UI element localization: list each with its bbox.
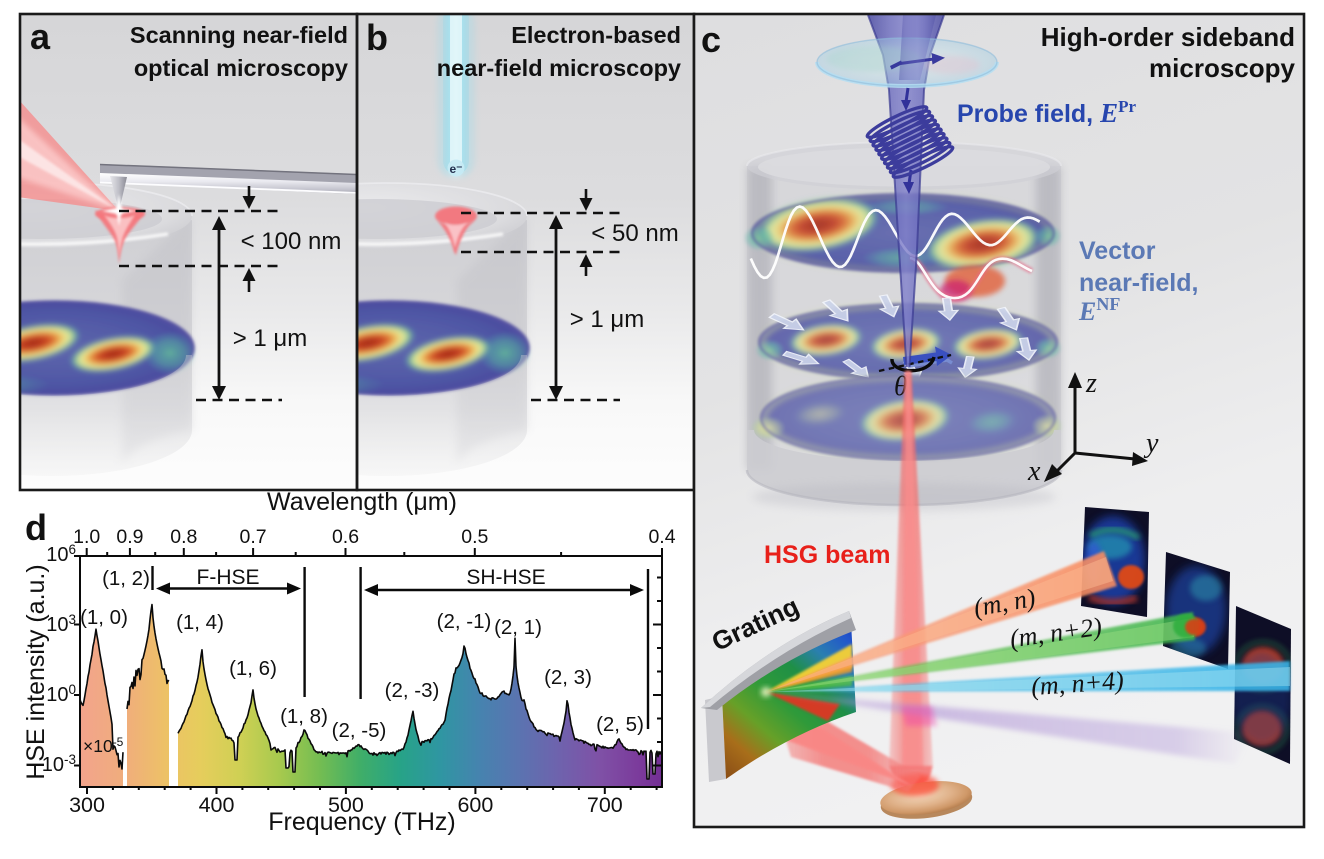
- svg-text:(2, -5): (2, -5): [332, 719, 387, 742]
- svg-text:Frequency (THz): Frequency (THz): [268, 808, 456, 836]
- svg-text:a: a: [30, 16, 51, 57]
- svg-text:High-order sideband: High-order sideband: [1041, 22, 1295, 52]
- svg-text:100: 100: [46, 682, 76, 706]
- svg-text:0.4: 0.4: [648, 526, 675, 548]
- svg-text:(2, 3): (2, 3): [544, 666, 592, 689]
- svg-text:(2, 1): (2, 1): [494, 616, 542, 639]
- svg-text:HSG beam: HSG beam: [764, 541, 890, 569]
- svg-text:(1, 6): (1, 6): [229, 657, 277, 680]
- svg-text:Vector: Vector: [1079, 237, 1156, 265]
- svg-text:SH-HSE: SH-HSE: [466, 566, 545, 589]
- svg-text:0.6: 0.6: [332, 526, 359, 548]
- svg-text:F-HSE: F-HSE: [197, 566, 260, 589]
- svg-text:(1, 4): (1, 4): [176, 611, 224, 634]
- svg-text:near-field microscopy: near-field microscopy: [437, 55, 681, 81]
- svg-text:z: z: [1085, 368, 1097, 399]
- svg-text:0.7: 0.7: [240, 526, 267, 548]
- svg-text:> 1 μm: > 1 μm: [570, 306, 645, 333]
- svg-text:y: y: [1143, 428, 1159, 459]
- svg-text:500: 500: [328, 793, 364, 817]
- svg-text:0.9: 0.9: [116, 526, 143, 548]
- svg-text:0.8: 0.8: [170, 526, 197, 548]
- svg-text:near-field,: near-field,: [1079, 269, 1198, 297]
- svg-text:x: x: [1027, 456, 1041, 487]
- svg-text:(2, -3): (2, -3): [385, 679, 440, 702]
- svg-text:b: b: [366, 17, 388, 58]
- svg-text:(1, 0): (1, 0): [80, 606, 128, 629]
- svg-text:600: 600: [457, 793, 493, 817]
- svg-text:Probe field, EPr: Probe field, EPr: [957, 97, 1136, 128]
- svg-text:c: c: [701, 19, 721, 60]
- svg-text:Wavelength (μm): Wavelength (μm): [267, 488, 457, 516]
- svg-text:Electron-based: Electron-based: [511, 22, 681, 48]
- svg-text:400: 400: [199, 793, 235, 817]
- svg-text:d: d: [25, 507, 47, 548]
- svg-text:1.0: 1.0: [73, 526, 100, 548]
- svg-text:(1, 8): (1, 8): [280, 705, 328, 728]
- svg-text:0.5: 0.5: [461, 526, 488, 548]
- svg-text:Scanning near-field: Scanning near-field: [130, 22, 348, 48]
- svg-text:700: 700: [587, 793, 623, 817]
- svg-text:microscopy: microscopy: [1149, 53, 1295, 83]
- svg-text:(2, 5): (2, 5): [596, 713, 644, 736]
- svg-text:optical microscopy: optical microscopy: [134, 55, 348, 81]
- svg-text:(2, -1): (2, -1): [437, 610, 492, 633]
- svg-text:300: 300: [69, 793, 105, 817]
- svg-text:HSE intensity (a.u.): HSE intensity (a.u.): [22, 564, 50, 779]
- svg-text:(1, 2): (1, 2): [102, 567, 150, 590]
- svg-text:103: 103: [46, 612, 76, 636]
- svg-text:e⁻: e⁻: [449, 162, 462, 176]
- svg-text:(m, n+4): (m, n+4): [1030, 666, 1124, 701]
- svg-text:< 100 nm: < 100 nm: [241, 228, 342, 255]
- svg-text:> 1 μm: > 1 μm: [233, 325, 308, 352]
- svg-text:106: 106: [46, 542, 76, 566]
- svg-text:< 50 nm: < 50 nm: [591, 220, 678, 247]
